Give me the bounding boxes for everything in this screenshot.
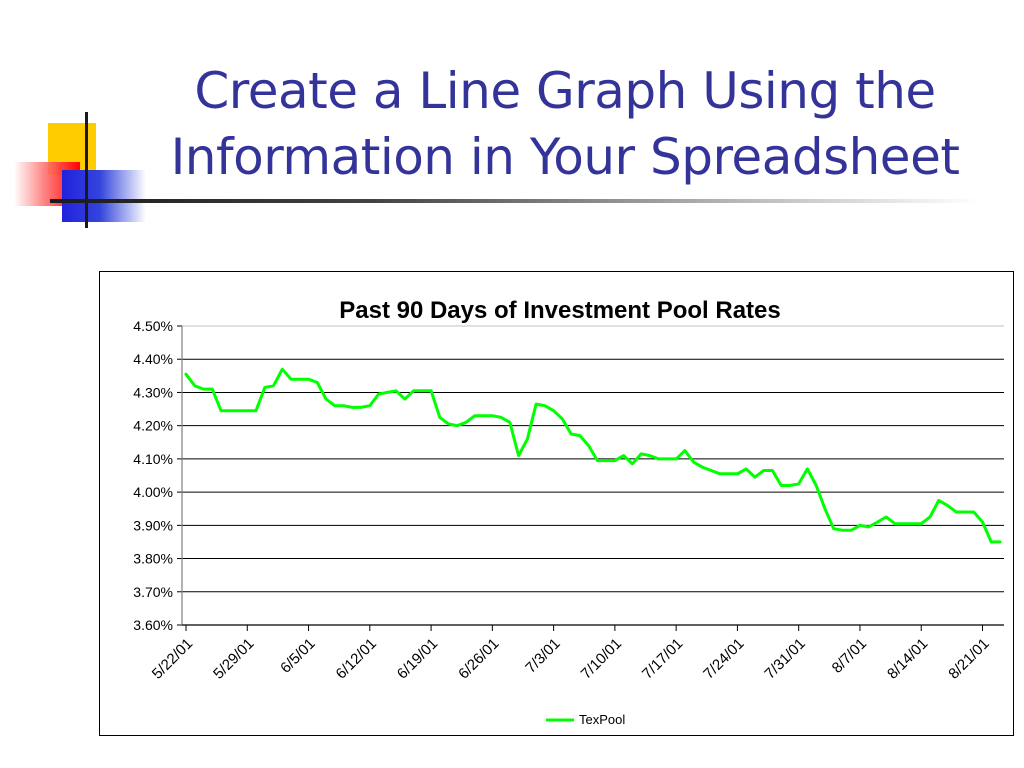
- y-tick-label: 4.50%: [133, 318, 173, 334]
- y-tick-label: 3.90%: [133, 517, 173, 533]
- y-tick-label: 3.60%: [133, 617, 173, 633]
- slide-title: Create a Line Graph Using the Informatio…: [150, 58, 980, 190]
- x-tick-label: 6/5/01: [277, 635, 319, 677]
- x-tick-label: 7/24/01: [700, 635, 747, 682]
- x-tick-label: 8/14/01: [884, 635, 931, 682]
- y-tick-label: 4.10%: [133, 451, 173, 467]
- axes: [177, 325, 1004, 631]
- chart-frame: Past 90 Days of Investment Pool Rates 4.…: [99, 271, 1014, 736]
- series-line-texpool: [184, 367, 1002, 544]
- legend: TexPool: [546, 712, 625, 727]
- y-tick-label: 3.80%: [133, 551, 173, 567]
- x-tick-label: 8/7/01: [829, 635, 871, 677]
- x-tick-label: 7/10/01: [578, 635, 625, 682]
- y-tick-label: 4.20%: [133, 418, 173, 434]
- y-tick-label: 4.40%: [133, 351, 173, 367]
- x-tick-label: 7/17/01: [639, 635, 686, 682]
- x-tick-label: 6/26/01: [455, 635, 502, 682]
- line-chart: Past 90 Days of Investment Pool Rates 4.…: [133, 297, 1004, 727]
- x-tick-label: 5/29/01: [210, 635, 257, 682]
- x-tick-labels: 5/22/01 5/29/01 6/5/01 6/12/01 6/19/01 6/26/0…: [149, 635, 993, 682]
- title-underline-rule: [50, 199, 980, 203]
- gridlines: [182, 325, 1004, 593]
- y-tick-labels: 4.50% 4.40% 4.30% 4.20% 4.10% 4.00% 3.90% 3.80%…: [133, 318, 173, 633]
- decorative-blue-bar: [62, 170, 146, 222]
- x-tick-label: 7/31/01: [761, 635, 808, 682]
- x-tick-label: 6/12/01: [333, 635, 380, 682]
- y-tick-label: 3.70%: [133, 584, 173, 600]
- chart-title: Past 90 Days of Investment Pool Rates: [339, 297, 781, 324]
- x-tick-label: 6/19/01: [394, 635, 441, 682]
- slide-title-line-1: Create a Line Graph Using the: [194, 62, 936, 120]
- slide-title-line-2: Information in Your Spreadsheet: [170, 128, 960, 186]
- y-tick-label: 4.30%: [133, 384, 173, 400]
- decorative-vertical-line: [85, 112, 88, 228]
- y-tick-label: 4.00%: [133, 484, 173, 500]
- legend-label-texpool: TexPool: [579, 712, 625, 727]
- series-lines: [184, 367, 1002, 544]
- x-tick-label: 7/3/01: [522, 635, 564, 677]
- x-tick-label: 8/21/01: [945, 635, 992, 682]
- x-tick-label: 5/22/01: [149, 635, 196, 682]
